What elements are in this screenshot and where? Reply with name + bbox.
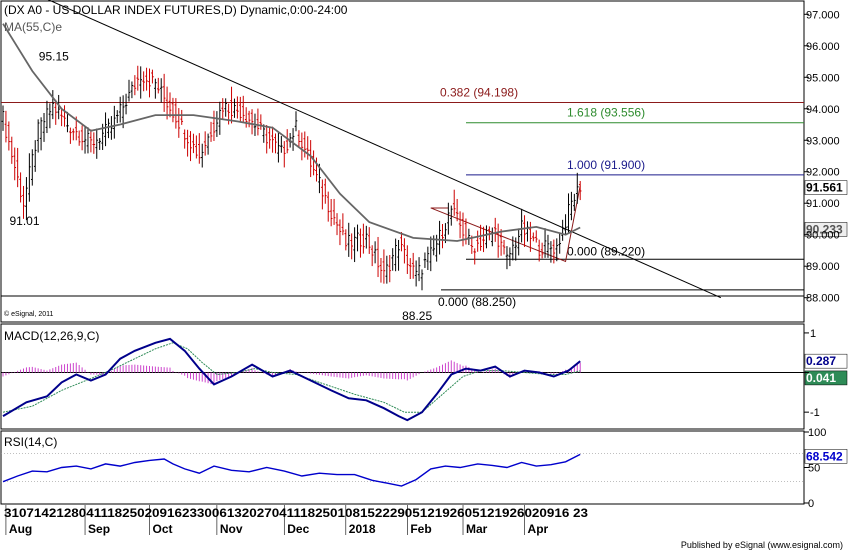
- footer-credit: Published by eSignal (www.esignal.com): [681, 540, 843, 550]
- x-month-label: Dec: [287, 522, 309, 536]
- axis-layer: 97.000 96.000 95.000 94.000 93.000 92.000 91.0…: [4, 9, 840, 536]
- rsi-ytick-label: 100: [808, 427, 826, 439]
- esignal-watermark: © eSignal, 2011: [4, 310, 54, 318]
- macd-ytick-label: 1: [810, 328, 816, 340]
- x-day-labels: 3107142128041118250209162330061320270411…: [4, 506, 588, 520]
- x-month-label: 2018: [349, 522, 376, 536]
- fib-level-label: 1.618 (93.556): [567, 106, 645, 120]
- ma-value-badge: 90.233: [806, 222, 843, 236]
- price-ytick-label: 97.000: [806, 9, 840, 21]
- fib-level-label: 1.000 (91.900): [567, 158, 645, 172]
- macd-ytick-label: -1: [810, 407, 820, 419]
- macd-value-badge-bg: [804, 353, 848, 369]
- x-month-label: Aug: [9, 522, 32, 536]
- price-ytick-label: 91.000: [806, 198, 840, 210]
- fib-level-label: 0.000 (89.220): [567, 244, 645, 258]
- price-ytick-label: 90.000: [806, 230, 840, 242]
- price-ytick-label: 88.000: [806, 293, 840, 305]
- rsi-value-badge: 68.542: [806, 449, 843, 463]
- rsi-line: [2, 453, 581, 487]
- x-month-label: Nov: [220, 522, 243, 536]
- macd-panel-frame: [0, 323, 805, 430]
- price-annotation: 88.25: [402, 309, 432, 323]
- fib-level-label: 0.382 (94.198): [440, 86, 518, 100]
- downtrend-line: [47, 0, 722, 299]
- price-ytick-label: 95.000: [806, 72, 840, 84]
- rsi-layer: 68.542: [1, 449, 848, 487]
- x-month-label: Mar: [466, 522, 488, 536]
- x-month-label: Apr: [528, 522, 549, 536]
- signal-value-badge-bg: [804, 370, 848, 386]
- rsi-panel-frame: [0, 430, 805, 505]
- last-price-badge: 91.561: [806, 181, 843, 195]
- fib-projection-lines: [430, 185, 581, 263]
- price-ytick-label: 89.000: [806, 261, 840, 273]
- signal-value-badge: 0.041: [806, 371, 836, 385]
- macd-signal-line: [2, 342, 581, 413]
- price-layer: 0.382 (94.198) 1.618 (93.556) 1.000 (91.90…: [1, 0, 848, 323]
- price-ytick-label: 93.000: [806, 135, 840, 147]
- price-ytick-label: 94.000: [806, 104, 840, 116]
- x-month-label: Feb: [410, 522, 431, 536]
- macd-title: MACD(12,26,9,C): [4, 329, 99, 343]
- fib-level-label: 0.000 (88.250): [438, 295, 516, 309]
- price-chart-title: (DX A0 - US DOLLAR INDEX FUTURES,D) Dyna…: [4, 3, 348, 17]
- rsi-value-badge-bg: [804, 449, 848, 464]
- rsi-ytick-label: 0: [808, 498, 814, 510]
- price-annotation: 95.15: [39, 50, 69, 64]
- macd-value-badge: 0.287: [806, 354, 836, 368]
- ma55-line: [2, 23, 581, 242]
- price-ytick-label: 96.000: [806, 41, 840, 53]
- x-month-label: Sep: [88, 522, 110, 536]
- ma-label: MA(55,C)e: [4, 20, 62, 34]
- macd-line: [2, 337, 581, 422]
- price-ytick-label: 92.000: [806, 167, 840, 179]
- macd-layer: 0.287 0.041: [1, 337, 848, 422]
- ma-value-badge-bg: [804, 222, 848, 237]
- price-annotation: 91.01: [10, 214, 40, 228]
- last-price-badge-bg: [804, 180, 848, 195]
- rsi-ytick-label: 50: [808, 463, 820, 475]
- rsi-title: RSI(14,C): [4, 435, 57, 449]
- price-panel-frame: [0, 0, 805, 323]
- x-month-label: Oct: [153, 522, 173, 536]
